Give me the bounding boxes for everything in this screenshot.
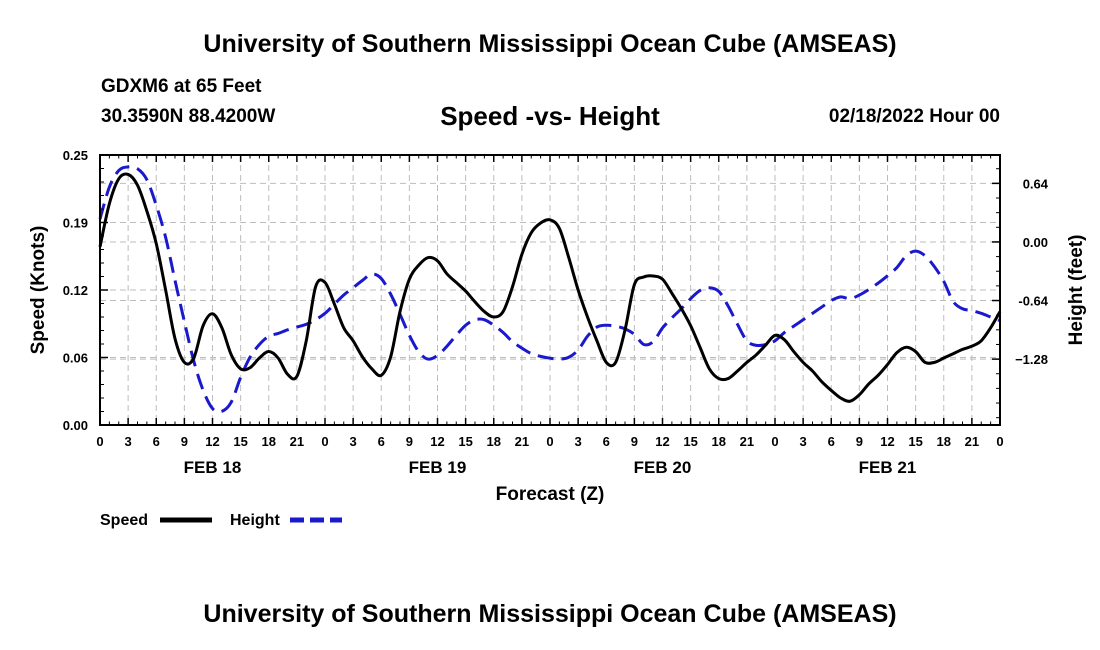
chart-main-title: University of Southern Mississippi Ocean… (203, 30, 897, 58)
chart-footer-title: University of Southern Mississippi Ocean… (203, 600, 897, 628)
x-tick-label: 15 (458, 434, 472, 449)
forecast-datetime: 02/18/2022 Hour 00 (828, 106, 1000, 127)
series-layer (98, 165, 1002, 414)
x-tick-label: 3 (800, 434, 807, 449)
x-tick-label: 21 (740, 434, 754, 449)
x-tick-label: 21 (965, 434, 979, 449)
legend-label-speed: Speed (100, 512, 148, 529)
y-tick-label: 0.06 (63, 351, 88, 366)
x-tick-label: 3 (125, 434, 132, 449)
y2-axis-title: Height (feet) (1066, 235, 1087, 346)
x-tick-label: 6 (153, 434, 160, 449)
y2-tick-label: −1.28 (1015, 352, 1048, 367)
x-tick-label: 12 (655, 434, 669, 449)
grid-layer (100, 155, 1000, 425)
x-tick-label: 18 (262, 434, 276, 449)
x-tick-label: 15 (233, 434, 247, 449)
x-day-label: FEB 21 (859, 458, 917, 477)
legend-label-height: Height (230, 512, 280, 529)
x-tick-label: 0 (996, 434, 1003, 449)
x-tick-label: 9 (181, 434, 188, 449)
x-tick-label: 18 (937, 434, 951, 449)
legend: Speed Height (100, 512, 342, 529)
x-tick-label: 6 (603, 434, 610, 449)
x-day-label: FEB 18 (184, 458, 242, 477)
x-day-label: FEB 19 (409, 458, 467, 477)
chart-subtitle: Speed -vs- Height (440, 101, 660, 131)
x-tick-label: 12 (880, 434, 894, 449)
x-tick-label: 9 (631, 434, 638, 449)
x-tick-label: 9 (856, 434, 863, 449)
y-axis-title: Speed (Knots) (28, 226, 49, 355)
x-tick-label: 21 (290, 434, 304, 449)
y2-tick-label: 0.64 (1023, 176, 1049, 191)
x-tick-label: 15 (683, 434, 697, 449)
x-tick-label: 21 (515, 434, 529, 449)
y-tick-label: 0.00 (63, 418, 88, 433)
x-tick-label: 9 (406, 434, 413, 449)
x-tick-label: 3 (575, 434, 582, 449)
x-tick-label: 0 (546, 434, 553, 449)
x-tick-label: 12 (430, 434, 444, 449)
x-tick-label: 12 (205, 434, 219, 449)
x-tick-label: 0 (771, 434, 778, 449)
axes-layer: 0 3 6 9 12 15 18 21 0 3 6 9 12 15 18 21 0 3 6 9 12 15 18 21 0 3 6 9… (63, 148, 1049, 477)
y2-tick-label: -0.64 (1018, 294, 1048, 309)
y2-tick-label: 0.00 (1023, 235, 1048, 250)
x-day-label: FEB 20 (634, 458, 692, 477)
y-tick-label: 0.19 (63, 216, 88, 231)
x-tick-label: 6 (828, 434, 835, 449)
x-tick-label: 18 (712, 434, 726, 449)
series-line-height (98, 165, 1001, 414)
x-axis-title: Forecast (Z) (496, 484, 605, 505)
x-tick-label: 0 (96, 434, 103, 449)
latlon-label: 30.3590N 88.4200W (101, 106, 276, 127)
x-tick-label: 18 (487, 434, 501, 449)
x-tick-label: 15 (908, 434, 922, 449)
x-tick-label: 3 (350, 434, 357, 449)
y-tick-label: 0.12 (63, 283, 88, 298)
station-label: GDXM6 at 65 Feet (101, 76, 262, 97)
x-tick-label: 6 (378, 434, 385, 449)
y-tick-label: 0.25 (63, 148, 88, 163)
series-line-speed (98, 172, 1002, 403)
x-tick-label: 0 (321, 434, 328, 449)
